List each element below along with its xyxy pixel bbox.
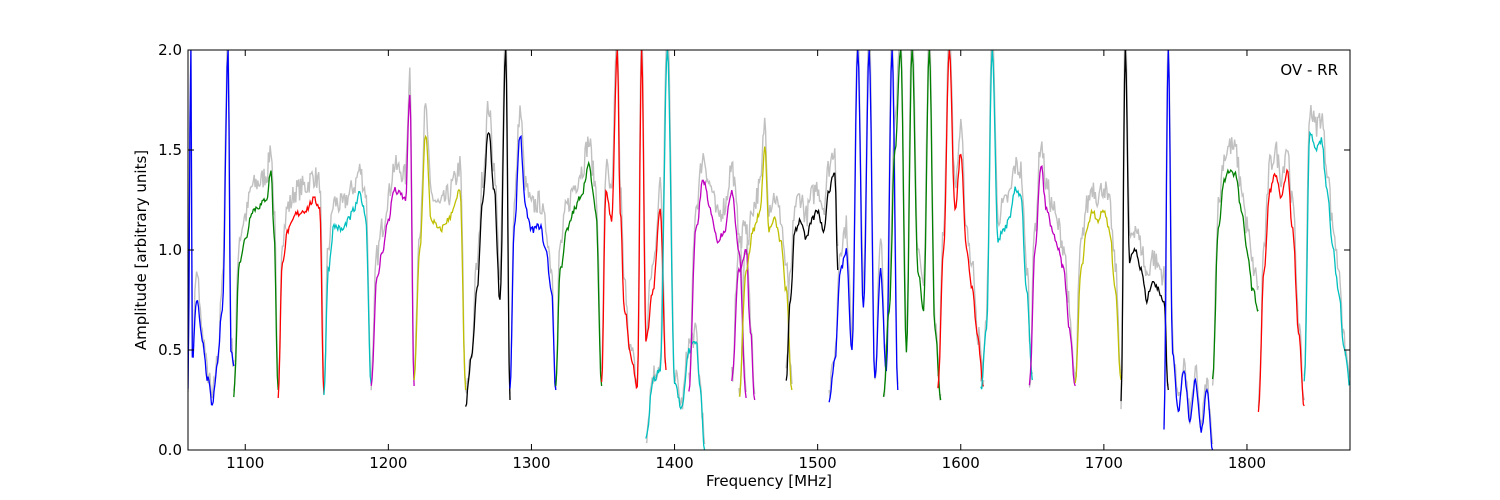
background-trace-13	[738, 117, 793, 397]
background-trace-11	[688, 153, 747, 393]
x-tick-label-7: 1800	[1228, 454, 1266, 472]
x-axis-label: Frequency [MHz]	[706, 472, 832, 490]
subband-line-1	[233, 170, 279, 398]
x-tick-label-5: 1600	[942, 454, 980, 472]
subband-line-16	[882, 50, 942, 401]
y-tick-label-1: 0.5	[158, 341, 182, 359]
subband-line-13	[738, 146, 793, 397]
background-trace-3	[323, 163, 372, 382]
y-tick-label-0: 0.0	[158, 441, 182, 459]
background-trace-10	[645, 50, 706, 445]
background-trace-9	[600, 50, 667, 386]
background-trace-12	[731, 220, 756, 395]
background-trace-1	[233, 145, 279, 392]
subband-line-7	[509, 134, 557, 391]
x-tick-label-0: 1100	[226, 454, 264, 472]
background-trace-20	[1074, 181, 1122, 377]
y-tick-label-4: 2.0	[158, 41, 182, 59]
plot-annotation: OV - RR	[1280, 61, 1338, 79]
subband-series-group	[188, 50, 1350, 450]
subband-line-12	[731, 249, 756, 401]
y-tick-label-2: 1.0	[158, 241, 182, 259]
subband-line-2	[277, 196, 325, 399]
subband-line-25	[1303, 130, 1350, 386]
subband-line-10	[645, 50, 706, 450]
y-axis-label: Amplitude [arbitrary units]	[132, 150, 150, 350]
y-axis-ticks: 0.0 0.5 1.0 1.5 2.0	[158, 41, 1350, 459]
subband-line-4	[370, 94, 415, 387]
x-axis-ticks: 1100 1200 1300 1400 1500 1600 1700 1800	[226, 50, 1266, 472]
subband-line-23	[1211, 168, 1259, 380]
x-tick-label-1: 1200	[369, 454, 407, 472]
grey-background-trace-group	[188, 50, 1350, 445]
background-trace-14	[785, 148, 839, 369]
subband-line-3	[323, 191, 372, 396]
subband-line-14	[785, 172, 839, 381]
subband-line-6	[464, 50, 511, 407]
subband-line-24	[1257, 168, 1305, 412]
subband-line-5	[413, 134, 467, 391]
subband-line-9	[600, 50, 667, 390]
x-tick-label-6: 1700	[1085, 454, 1123, 472]
subband-line-19	[1028, 164, 1076, 387]
y-tick-label-3: 1.5	[158, 141, 182, 159]
x-tick-label-4: 1500	[799, 454, 837, 472]
x-tick-label-2: 1300	[512, 454, 550, 472]
subband-line-8	[555, 160, 603, 387]
background-trace-7	[509, 105, 557, 388]
subband-line-0	[188, 50, 235, 406]
background-trace-8	[555, 136, 603, 390]
subband-line-20	[1074, 208, 1122, 384]
background-trace-23	[1211, 137, 1260, 386]
subband-line-11	[688, 179, 747, 399]
plot-area	[188, 50, 1350, 450]
x-tick-label-3: 1400	[655, 454, 693, 472]
subband-line-18	[980, 50, 1033, 390]
subband-line-21	[1120, 50, 1169, 402]
subband-line-17	[937, 50, 984, 389]
background-trace-2	[277, 167, 325, 389]
subband-line-22	[1163, 50, 1214, 450]
